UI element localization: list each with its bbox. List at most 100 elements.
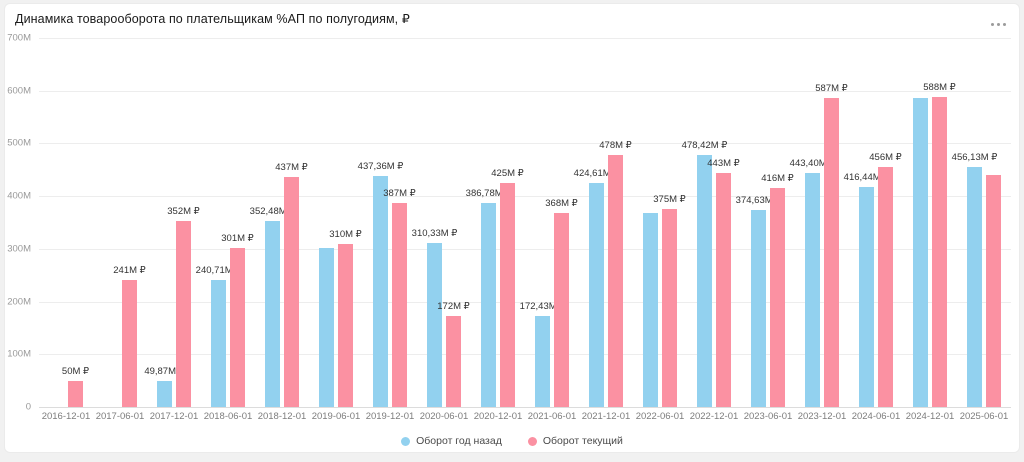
bar-previous-period[interactable] [211, 280, 226, 407]
bar-previous-period[interactable] [319, 248, 334, 407]
gridline-400M [39, 196, 1011, 198]
x-axis-tick: 2017-06-01 [95, 411, 145, 422]
bar-value-label: 374,63M ₽ [735, 194, 782, 206]
bar-value-label: 49,87M ₽ [144, 365, 185, 377]
bar-value-label: 416M ₽ [761, 172, 794, 184]
ellipsis-icon [1002, 22, 1006, 26]
y-axis-tick: 400M [7, 190, 31, 202]
bar-previous-period[interactable] [535, 316, 550, 407]
x-axis-tick: 2023-12-01 [797, 411, 847, 422]
bar-current-period[interactable] [284, 176, 299, 407]
chart-widget-card: Динамика товарооборота по плательщикам %… [4, 3, 1020, 453]
bar-current-period[interactable] [500, 182, 515, 407]
bar-value-label: 478,42M ₽ [681, 139, 728, 151]
bar-current-period[interactable] [986, 175, 1001, 407]
bar-previous-period[interactable] [859, 187, 874, 407]
bar-current-period[interactable] [392, 203, 407, 407]
bar-previous-period[interactable] [157, 380, 172, 407]
bar-value-label: 416,44M ₽ [843, 172, 890, 184]
bar-previous-period[interactable] [265, 221, 280, 407]
x-axis-tick: 2024-12-01 [905, 411, 955, 422]
bar-current-period[interactable] [932, 97, 947, 407]
bar-previous-period[interactable] [589, 183, 604, 407]
chart-title: Динамика товарооборота по плательщикам %… [15, 12, 410, 26]
bar-value-label: 241M ₽ [113, 264, 146, 276]
x-axis-tick: 2018-12-01 [257, 411, 307, 422]
bar-value-label: 456,13M ₽ [951, 151, 998, 163]
bar-previous-period[interactable] [427, 243, 442, 407]
gridline-0 [39, 407, 1011, 408]
bar-value-label: 456M ₽ [869, 151, 902, 163]
x-axis-tick: 2021-06-01 [527, 411, 577, 422]
bar-value-label: 375M ₽ [653, 194, 686, 206]
bar-chart-plot-area: 49,87M ₽ 240,71M ₽ 352,48M ₽ 437,36M ₽ 310,3… [39, 38, 1011, 408]
bar-previous-period[interactable] [913, 97, 928, 407]
bar-value-label: 424,61M ₽ [573, 168, 620, 180]
bar-current-period[interactable] [176, 221, 191, 407]
bar-current-period[interactable] [554, 213, 569, 407]
y-axis-tick: 100M [7, 348, 31, 360]
y-axis-tick: 0 [25, 401, 31, 413]
bar-previous-period[interactable] [373, 176, 388, 407]
chart-legend: Оборот год назад Оборот текущий [5, 433, 1019, 449]
bar-current-period[interactable] [608, 155, 623, 407]
bar-current-period[interactable] [770, 187, 785, 407]
bar-value-label: 387M ₽ [383, 188, 416, 199]
bar-value-label: 478M ₽ [599, 140, 632, 152]
bar-value-label: 437,36M ₽ [357, 161, 404, 173]
legend-color-dot-icon [527, 436, 537, 446]
bar-value-label: 240,71M ₽ [195, 265, 242, 277]
ellipsis-icon [990, 22, 994, 26]
bar-current-period[interactable] [122, 279, 137, 407]
gridline-700M [39, 38, 1011, 39]
bar-current-period[interactable] [662, 209, 677, 407]
bar-previous-period[interactable] [751, 209, 766, 407]
bar-previous-period[interactable] [805, 173, 820, 407]
bar-value-label: 301M ₽ [221, 233, 254, 245]
bar-current-period[interactable] [230, 248, 245, 407]
bar-value-label: 352,48M ₽ [249, 206, 296, 218]
bar-current-period[interactable] [878, 166, 893, 407]
bar-current-period[interactable] [446, 316, 461, 407]
bar-value-label: 587M ₽ [815, 82, 848, 94]
x-axis-tick: 2019-06-01 [311, 411, 361, 422]
y-axis-tick: 300M [7, 243, 31, 255]
legend-color-dot-icon [401, 436, 411, 446]
x-axis-tick: 2017-12-01 [149, 411, 199, 422]
bar-current-period[interactable] [824, 97, 839, 407]
legend-item[interactable]: Оборот текущий [527, 435, 623, 447]
gridline-500M [39, 143, 1011, 145]
bar-value-label: 443M ₽ [707, 158, 740, 170]
bar-previous-period[interactable] [697, 154, 712, 407]
x-axis-tick: 2016-12-01 [41, 411, 91, 422]
x-axis-tick: 2020-12-01 [473, 411, 523, 422]
legend-label: Оборот текущий [542, 435, 623, 447]
bar-value-label: 425M ₽ [491, 167, 524, 179]
bar-value-label: 310M ₽ [329, 228, 362, 240]
x-axis-labels: 2016-12-01 2017-06-01 2017-12-01 2018-06-01… [39, 411, 1011, 424]
bar-value-label: 437M ₽ [275, 161, 308, 173]
y-axis-tick: 500M [7, 137, 31, 149]
bar-value-label: 352M ₽ [167, 206, 200, 218]
bar-current-period[interactable] [68, 380, 83, 407]
gridline-100M [39, 354, 1011, 356]
gridline-300M [39, 248, 1011, 250]
bar-value-label: 368M ₽ [545, 198, 578, 210]
bar-previous-period[interactable] [643, 213, 658, 407]
bar-current-period[interactable] [716, 173, 731, 407]
bar-previous-period[interactable] [967, 166, 982, 407]
legend-item[interactable]: Оборот год назад [401, 435, 502, 447]
ellipsis-icon [996, 22, 1000, 26]
bar-value-label: 172,43M ₽ [519, 301, 566, 313]
x-axis-tick: 2019-12-01 [365, 411, 415, 422]
gridline-600M [39, 90, 1011, 92]
y-axis-tick: 700M [7, 32, 31, 44]
gridline-200M [39, 301, 1011, 303]
bar-value-label: 50M ₽ [61, 365, 90, 377]
bar-previous-period[interactable] [481, 203, 496, 407]
bar-value-label: 310,33M ₽ [411, 228, 458, 240]
bar-value-label: 443,40M ₽ [789, 158, 836, 170]
more-options-button[interactable] [987, 17, 1009, 31]
bar-current-period[interactable] [338, 243, 353, 407]
bar-value-label: 386,78M ₽ [465, 188, 512, 200]
